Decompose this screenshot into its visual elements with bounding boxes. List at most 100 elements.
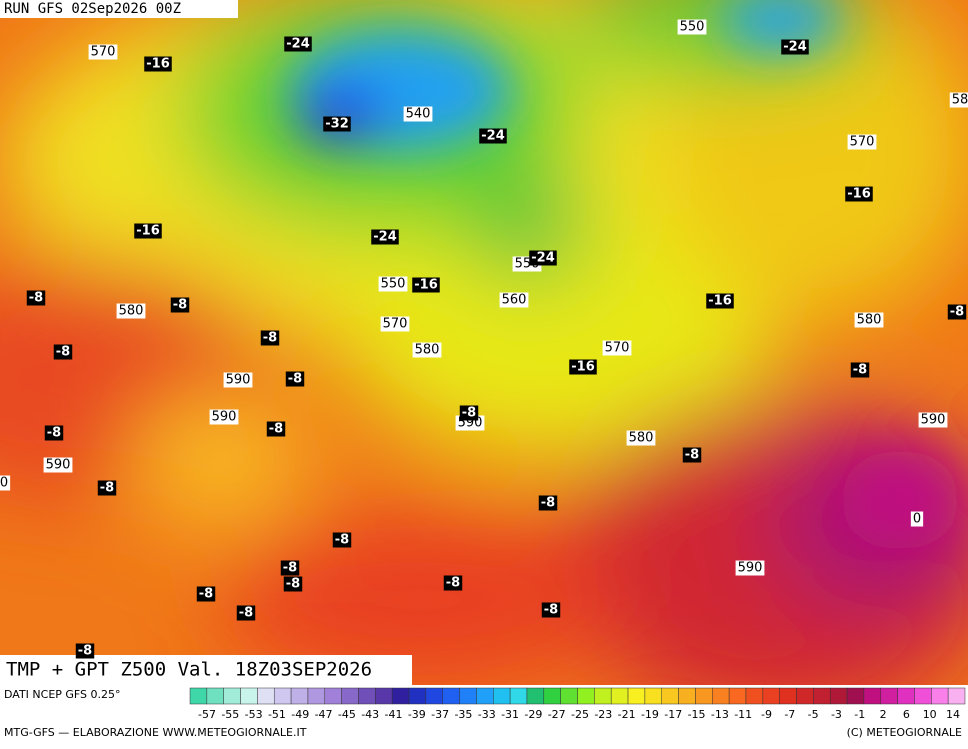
temperature-label-box [323, 116, 351, 132]
temperature-label-box [706, 293, 734, 309]
temperature-label-box [26, 290, 46, 306]
colorbar-tick-label: -1 [854, 708, 865, 721]
caption-box [0, 655, 412, 685]
temperature-label: -8 [78, 644, 92, 659]
colorbar-swatch [476, 687, 494, 705]
colorbar-swatch [206, 687, 224, 705]
height-label-box [0, 475, 11, 491]
colorbar-swatch [728, 687, 747, 705]
height-label-box [209, 409, 239, 425]
temperature-label-box [284, 36, 312, 52]
temperature-label: -24 [373, 230, 397, 245]
colorbar-tick-label: -39 [408, 708, 426, 721]
temperature-label-box [459, 405, 479, 421]
colorbar-tick-label: -15 [688, 708, 706, 721]
colorbar-swatch [897, 687, 915, 705]
height-label: 590 [738, 561, 763, 576]
colorbar-swatch [273, 687, 292, 705]
temperature-label: -8 [462, 406, 476, 421]
colorbar-swatch [678, 687, 696, 705]
height-label-box [403, 106, 433, 122]
colorbar-swatch [947, 687, 966, 705]
colorbar-swatch [341, 687, 359, 705]
colorbar-swatch [425, 687, 443, 705]
height-label-box [847, 134, 877, 150]
temperature-label: -8 [544, 603, 558, 618]
height-label-box [116, 303, 146, 319]
height-label-box [43, 457, 73, 473]
temperature-label: -8 [335, 533, 349, 548]
colorbar-tick-label: -17 [664, 708, 682, 721]
temperature-label-box [144, 56, 172, 72]
temperature-label: -8 [853, 363, 867, 378]
temperature-label-box [443, 575, 463, 591]
footer-right: (C) METEOGIORNALE [847, 726, 962, 739]
height-label-box [499, 292, 529, 308]
height-label: 570 [850, 135, 875, 150]
colorbar-tick-label: -9 [761, 708, 772, 721]
temperature-label: -16 [708, 294, 732, 309]
colorbar-swatch [442, 687, 460, 705]
colorbar-swatch [408, 687, 427, 705]
temperature-label: -16 [414, 278, 438, 293]
colorbar-swatch [307, 687, 326, 705]
height-label: 580 [415, 343, 440, 358]
footer-left: MTG-GFS — ELABORAZIONE WWW.METEOGIORNALE… [4, 726, 307, 739]
colorbar-swatch [829, 687, 848, 705]
colorbar-tick-label: -21 [618, 708, 636, 721]
temperature-label: -16 [146, 57, 170, 72]
temperature-label-box [845, 186, 873, 202]
colorbar-tick-label: -11 [734, 708, 752, 721]
temperature-label-box [170, 297, 190, 313]
colorbar-swatch [324, 687, 342, 705]
height-label: 580 [857, 313, 882, 328]
temperature-label-box [479, 128, 507, 144]
colorbar-swatch [375, 687, 393, 705]
colorbar-tick-label: -29 [524, 708, 542, 721]
colorbar-swatch [391, 687, 410, 705]
colorbar-swatch [846, 687, 865, 705]
colorbar-swatch [560, 687, 578, 705]
temperature-label: -24 [531, 251, 555, 266]
colorbar-tick-label: -53 [245, 708, 263, 721]
height-label: 570 [91, 45, 116, 60]
temperature-label: -8 [286, 577, 300, 592]
temperature-label-box [947, 304, 967, 320]
colorbar-tick-label: -19 [641, 708, 659, 721]
colorbar-tick-label: -3 [831, 708, 842, 721]
colorbar-tick-label: 2 [880, 708, 887, 721]
temperature-label-box [332, 532, 352, 548]
colorbar-swatch [223, 687, 241, 705]
colorbar-tick-label: 14 [946, 708, 960, 721]
legend-source: DATI NCEP GFS 0.25° [4, 688, 121, 701]
temperature-label: -24 [783, 40, 807, 55]
colorbar-tick-label: 10 [923, 708, 937, 721]
colorbar-tick-label: -13 [711, 708, 729, 721]
height-label: 590 [226, 373, 251, 388]
caption-title: TMP + GPT Z500 Val. 18Z03SEP2026 [6, 659, 372, 681]
colorbar-tick-label: -55 [221, 708, 239, 721]
colorbar-swatch [712, 687, 730, 705]
temperature-label: -24 [481, 129, 505, 144]
temperature-label-box [850, 362, 870, 378]
colorbar-tick-label: 6 [903, 708, 910, 721]
height-label-box [223, 372, 253, 388]
temperature-label-box [266, 421, 286, 437]
temperature-label-box [569, 359, 597, 375]
colorbar-swatch [880, 687, 898, 705]
height-label-box [88, 44, 118, 60]
colorbar-swatch [644, 687, 662, 705]
colorbar-swatch [813, 687, 831, 705]
temperature-label: -8 [263, 331, 277, 346]
height-label: 0 [913, 512, 921, 527]
temperature-label: -16 [847, 187, 871, 202]
colorbar-tick-label: -49 [291, 708, 309, 721]
height-label-box [854, 312, 884, 328]
temperature-label: -8 [29, 291, 43, 306]
colorbar-tick-label: -25 [571, 708, 589, 721]
temperature-label-box [196, 586, 216, 602]
colorbar-swatch [695, 687, 713, 705]
temperature-label: -8 [173, 298, 187, 313]
height-label: 570 [383, 317, 408, 332]
